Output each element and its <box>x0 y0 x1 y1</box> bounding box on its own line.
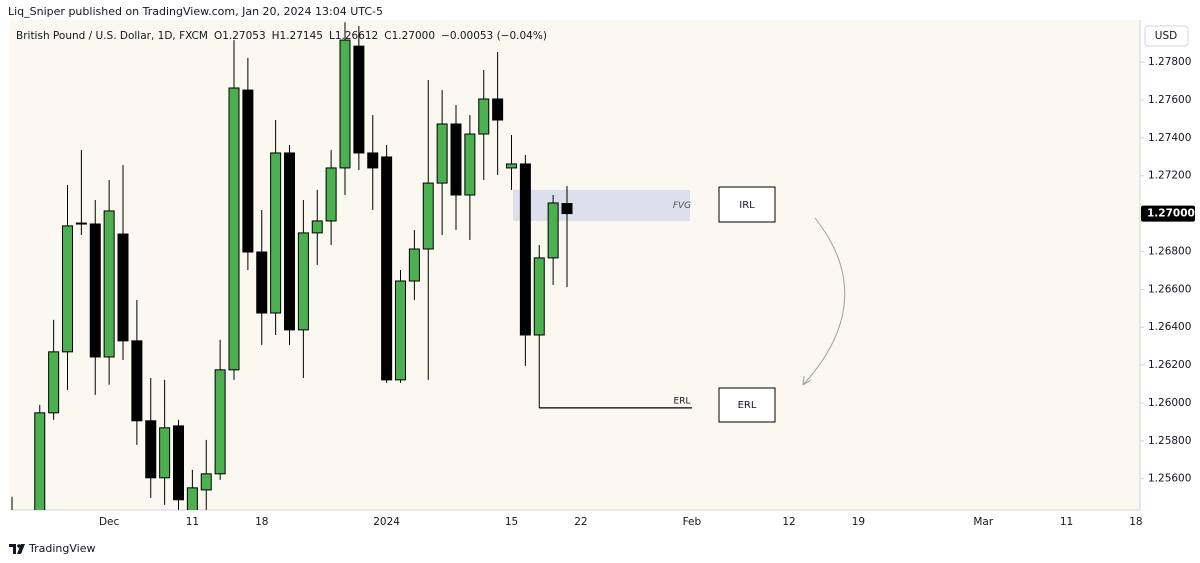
candle-body <box>131 340 143 422</box>
erl-line-label: ERL <box>674 396 691 406</box>
y-tick-label: 1.26400 <box>1148 321 1191 333</box>
arrow <box>802 217 846 386</box>
candle-body <box>256 251 268 314</box>
candle-body <box>408 248 420 282</box>
candle-body <box>311 220 323 234</box>
candle-body <box>214 369 226 475</box>
candle-body <box>173 425 184 501</box>
candle-body <box>284 152 295 331</box>
candle-body <box>7 513 17 517</box>
legend-open: O1.27053 <box>214 30 266 42</box>
candle-body <box>422 182 434 250</box>
candle-body <box>339 39 351 169</box>
y-tick-label: 1.27800 <box>1148 56 1191 68</box>
x-tick-label: 2024 <box>373 516 400 528</box>
candle-body <box>436 123 448 184</box>
candle-body <box>395 280 406 381</box>
candle-body <box>75 222 87 225</box>
y-tick-label: 1.26200 <box>1148 359 1191 371</box>
x-tick-label: Feb <box>683 516 702 528</box>
fvg-zone <box>513 189 690 221</box>
y-tick-label: 1.26800 <box>1148 245 1191 257</box>
candle-body <box>367 152 379 169</box>
candle-body <box>381 156 393 381</box>
candle-body <box>506 163 517 169</box>
irl-box <box>718 186 776 223</box>
x-tick-label: 18 <box>1129 516 1142 528</box>
last-price-label: 1.27000 <box>1147 208 1195 220</box>
legend-low: L1.26612 <box>329 30 378 42</box>
x-tick-label: 11 <box>186 516 199 528</box>
candle-body <box>159 427 171 479</box>
candle-body <box>48 351 60 414</box>
candle-body <box>270 152 282 314</box>
x-tick-label: 11 <box>1060 516 1073 528</box>
y-tick-label: 1.27600 <box>1148 94 1191 106</box>
candle-body <box>242 89 254 253</box>
candle-body <box>34 412 46 510</box>
candle-body <box>464 133 476 196</box>
candle-body <box>186 487 198 510</box>
y-tick-label: 1.26000 <box>1148 397 1191 409</box>
fvg-label: FVG <box>673 201 691 211</box>
publisher: Liq_Sniper published on TradingView.com,… <box>8 5 383 18</box>
x-tick-label: 18 <box>255 516 268 528</box>
legend-change: −0.00053 (−0.04%) <box>441 30 547 42</box>
brand: TradingView <box>28 542 95 555</box>
candle-body <box>200 473 212 491</box>
x-tick-label: 19 <box>852 516 865 528</box>
candle-body <box>492 98 504 121</box>
x-tick-label: 15 <box>505 516 518 528</box>
currency-box[interactable] <box>1144 25 1189 47</box>
irl-box-label: IRL <box>739 200 755 211</box>
price-axis-background <box>1140 20 1200 510</box>
legend-high: H1.27145 <box>272 30 323 42</box>
candle-body <box>561 203 573 215</box>
legend-symbol: British Pound / U.S. Dollar, 1D, FXCM <box>16 30 208 42</box>
candle-body <box>533 257 545 336</box>
logo-part <box>9 544 16 554</box>
candle-body <box>145 420 157 479</box>
erl-box-label: ERL <box>738 400 757 411</box>
last-price-box <box>1141 205 1195 222</box>
y-tick-label: 1.27400 <box>1148 132 1191 144</box>
brand-logo <box>9 544 25 554</box>
erl-box <box>718 387 776 423</box>
x-tick-label: Dec <box>99 516 120 528</box>
candle-body <box>297 232 309 331</box>
x-tick-label: 22 <box>574 516 587 528</box>
y-tick-label: 1.25800 <box>1148 435 1191 447</box>
plot-background <box>10 20 1140 510</box>
candle-body <box>228 87 240 371</box>
currency: USD <box>1155 30 1177 42</box>
candle-body <box>547 202 559 259</box>
y-tick-label: 1.25600 <box>1148 473 1191 485</box>
candle-body <box>353 45 365 154</box>
candle-body <box>62 225 73 353</box>
candle-body <box>89 223 101 358</box>
candle-body <box>478 98 490 135</box>
candle-body <box>519 163 531 336</box>
candle-body <box>325 167 337 222</box>
legend: British Pound / U.S. Dollar, 1D, FXCM O1.… <box>16 30 547 42</box>
x-tick-label: Mar <box>973 516 993 528</box>
candle-body <box>117 233 129 342</box>
legend-close: C1.27000 <box>384 30 435 42</box>
candle-body <box>103 210 115 358</box>
y-tick-label: 1.26600 <box>1148 283 1191 295</box>
logo-part <box>17 544 25 554</box>
candle-body <box>450 123 462 196</box>
x-tick-label: 12 <box>782 516 795 528</box>
y-tick-label: 1.27200 <box>1148 170 1191 182</box>
arrow-head <box>802 375 812 386</box>
plot <box>7 22 692 517</box>
